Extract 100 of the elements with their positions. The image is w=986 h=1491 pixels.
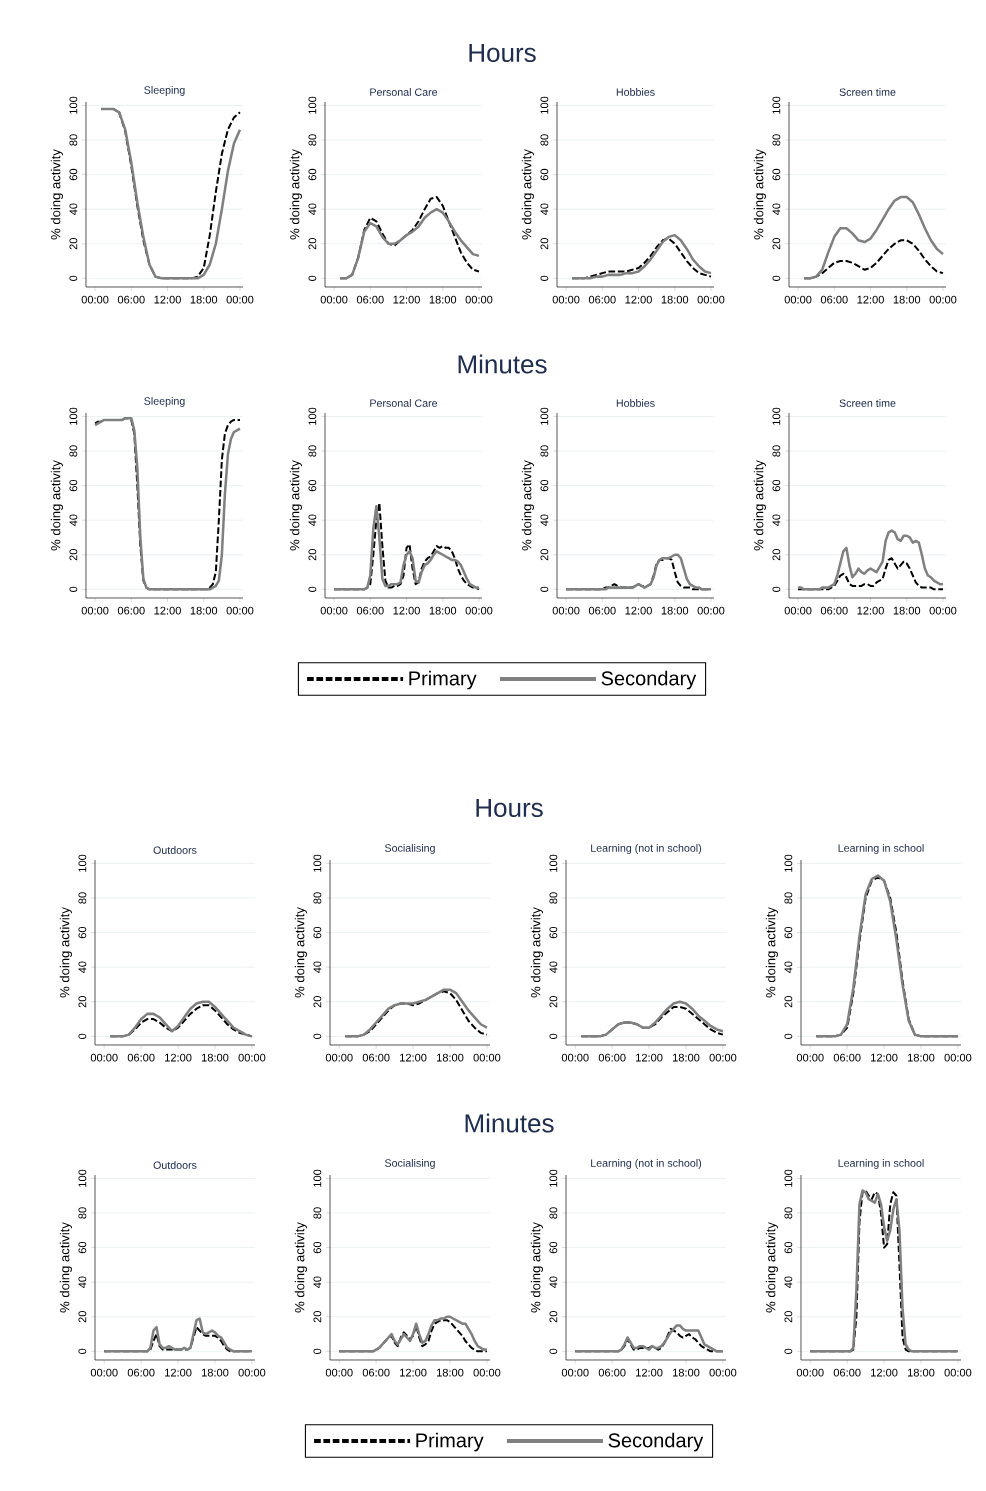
y-tick-label: 100 bbox=[784, 854, 793, 872]
x-tick-label: 12:00 bbox=[857, 295, 884, 304]
x-tick-label: 00:00 bbox=[944, 1053, 972, 1062]
x-tick-label: 12:00 bbox=[871, 1053, 898, 1062]
x-tick-label: 00:00 bbox=[697, 295, 725, 304]
y-axis-title: % doing activity bbox=[530, 1222, 543, 1313]
x-tick-label: 00:00 bbox=[709, 1053, 737, 1062]
y-tick-label: 80 bbox=[78, 1207, 87, 1219]
y-tick-label: 20 bbox=[540, 549, 549, 561]
y-tick-label: 60 bbox=[784, 926, 793, 939]
x-tick-label: 18:00 bbox=[672, 1053, 700, 1062]
y-tick-label: 80 bbox=[540, 445, 549, 457]
legend-label: Secondary bbox=[608, 1432, 704, 1452]
x-tick-label: 12:00 bbox=[154, 295, 181, 304]
y-tick-label: 20 bbox=[784, 1311, 793, 1323]
y-tick-label: 40 bbox=[78, 961, 87, 974]
y-tick-label: 80 bbox=[308, 134, 317, 146]
x-tick-label: 00:00 bbox=[552, 606, 580, 615]
x-tick-label: 00:00 bbox=[473, 1053, 501, 1062]
y-tick-label: 20 bbox=[69, 549, 78, 561]
y-tick-label: 20 bbox=[549, 1311, 558, 1323]
y-tick-label: 100 bbox=[549, 1169, 558, 1187]
chart-title: Learning in school bbox=[838, 844, 924, 854]
y-tick-label: 40 bbox=[772, 514, 781, 527]
x-tick-label: 18:00 bbox=[893, 295, 921, 304]
y-tick-label: 20 bbox=[78, 996, 87, 1008]
x-tick-label: 06:00 bbox=[362, 1053, 390, 1062]
y-axis-title: % doing activity bbox=[753, 460, 766, 551]
x-tick-label: 00:00 bbox=[929, 295, 957, 304]
y-tick-label: 0 bbox=[784, 1348, 793, 1354]
x-tick-label: 00:00 bbox=[238, 1053, 266, 1062]
y-axis-title: % doing activity bbox=[289, 149, 302, 240]
x-tick-label: 00:00 bbox=[796, 1368, 824, 1377]
x-tick-label: 06:00 bbox=[598, 1053, 626, 1062]
y-tick-label: 20 bbox=[772, 238, 781, 250]
y-axis-title: % doing activity bbox=[50, 460, 63, 551]
y-tick-label: 0 bbox=[78, 1348, 87, 1354]
y-tick-label: 100 bbox=[69, 407, 78, 425]
y-axis-title: % doing activity bbox=[765, 907, 778, 998]
x-tick-label: 12:00 bbox=[871, 1368, 898, 1377]
x-tick-label: 18:00 bbox=[436, 1053, 464, 1062]
chart-title: Personal Care bbox=[370, 88, 438, 96]
x-tick-label: 06:00 bbox=[356, 295, 384, 304]
x-tick-label: 00:00 bbox=[90, 1368, 118, 1377]
y-tick-label: 80 bbox=[313, 892, 322, 904]
x-tick-label: 00:00 bbox=[796, 1053, 824, 1062]
y-tick-label: 60 bbox=[772, 168, 781, 181]
x-tick-label: 18:00 bbox=[190, 606, 218, 615]
y-tick-label: 60 bbox=[78, 926, 87, 939]
y-tick-label: 60 bbox=[784, 1241, 793, 1254]
y-tick-label: 40 bbox=[540, 203, 549, 216]
y-tick-label: 80 bbox=[69, 134, 78, 146]
x-tick-label: 12:00 bbox=[636, 1053, 663, 1062]
y-tick-label: 80 bbox=[784, 1207, 793, 1219]
y-tick-label: 100 bbox=[784, 1169, 793, 1187]
text: Minutes bbox=[465, 1113, 554, 1133]
y-tick-label: 80 bbox=[549, 1207, 558, 1219]
chart-title: Outdoors bbox=[153, 846, 197, 854]
y-tick-label: 100 bbox=[772, 96, 781, 114]
x-tick-label: 00:00 bbox=[561, 1368, 589, 1377]
x-tick-label: 06:00 bbox=[117, 606, 145, 615]
x-tick-label: 06:00 bbox=[820, 606, 848, 615]
chart-title: Hobbies bbox=[616, 88, 655, 96]
x-tick-label: 12:00 bbox=[400, 1053, 427, 1062]
x-tick-label: 06:00 bbox=[356, 606, 384, 615]
x-tick-label: 12:00 bbox=[625, 606, 652, 615]
x-tick-label: 18:00 bbox=[429, 606, 457, 615]
y-tick-label: 0 bbox=[308, 586, 317, 592]
x-tick-label: 06:00 bbox=[588, 295, 616, 304]
x-tick-label: 00:00 bbox=[784, 295, 812, 304]
y-tick-label: 60 bbox=[308, 479, 317, 492]
y-tick-label: 60 bbox=[313, 926, 322, 939]
x-tick-label: 06:00 bbox=[127, 1368, 155, 1377]
y-tick-label: 80 bbox=[540, 134, 549, 146]
x-tick-label: 12:00 bbox=[393, 295, 420, 304]
text: Hours bbox=[469, 43, 536, 63]
text: Hours bbox=[476, 798, 543, 818]
y-tick-label: 0 bbox=[313, 1033, 322, 1039]
y-tick-label: 0 bbox=[549, 1033, 558, 1039]
y-tick-label: 0 bbox=[69, 275, 78, 281]
y-tick-label: 100 bbox=[78, 1169, 87, 1187]
x-tick-label: 00:00 bbox=[552, 295, 580, 304]
x-tick-label: 00:00 bbox=[226, 295, 254, 304]
y-tick-label: 100 bbox=[78, 854, 87, 872]
x-tick-label: 00:00 bbox=[784, 606, 812, 615]
x-tick-label: 00:00 bbox=[325, 1368, 353, 1377]
y-tick-label: 80 bbox=[308, 445, 317, 457]
y-tick-label: 20 bbox=[772, 549, 781, 561]
x-tick-label: 18:00 bbox=[893, 606, 921, 615]
y-tick-label: 80 bbox=[772, 445, 781, 457]
line-series bbox=[802, 195, 945, 280]
x-tick-label: 06:00 bbox=[833, 1053, 861, 1062]
x-tick-label: 00:00 bbox=[465, 295, 493, 304]
chart-title: Learning (not in school) bbox=[591, 1159, 702, 1169]
y-axis-title: % doing activity bbox=[50, 149, 63, 240]
y-tick-label: 40 bbox=[313, 961, 322, 974]
x-tick-label: 12:00 bbox=[154, 606, 181, 615]
x-tick-label: 12:00 bbox=[400, 1368, 427, 1377]
x-tick-label: 06:00 bbox=[598, 1368, 626, 1377]
y-tick-label: 60 bbox=[69, 479, 78, 492]
